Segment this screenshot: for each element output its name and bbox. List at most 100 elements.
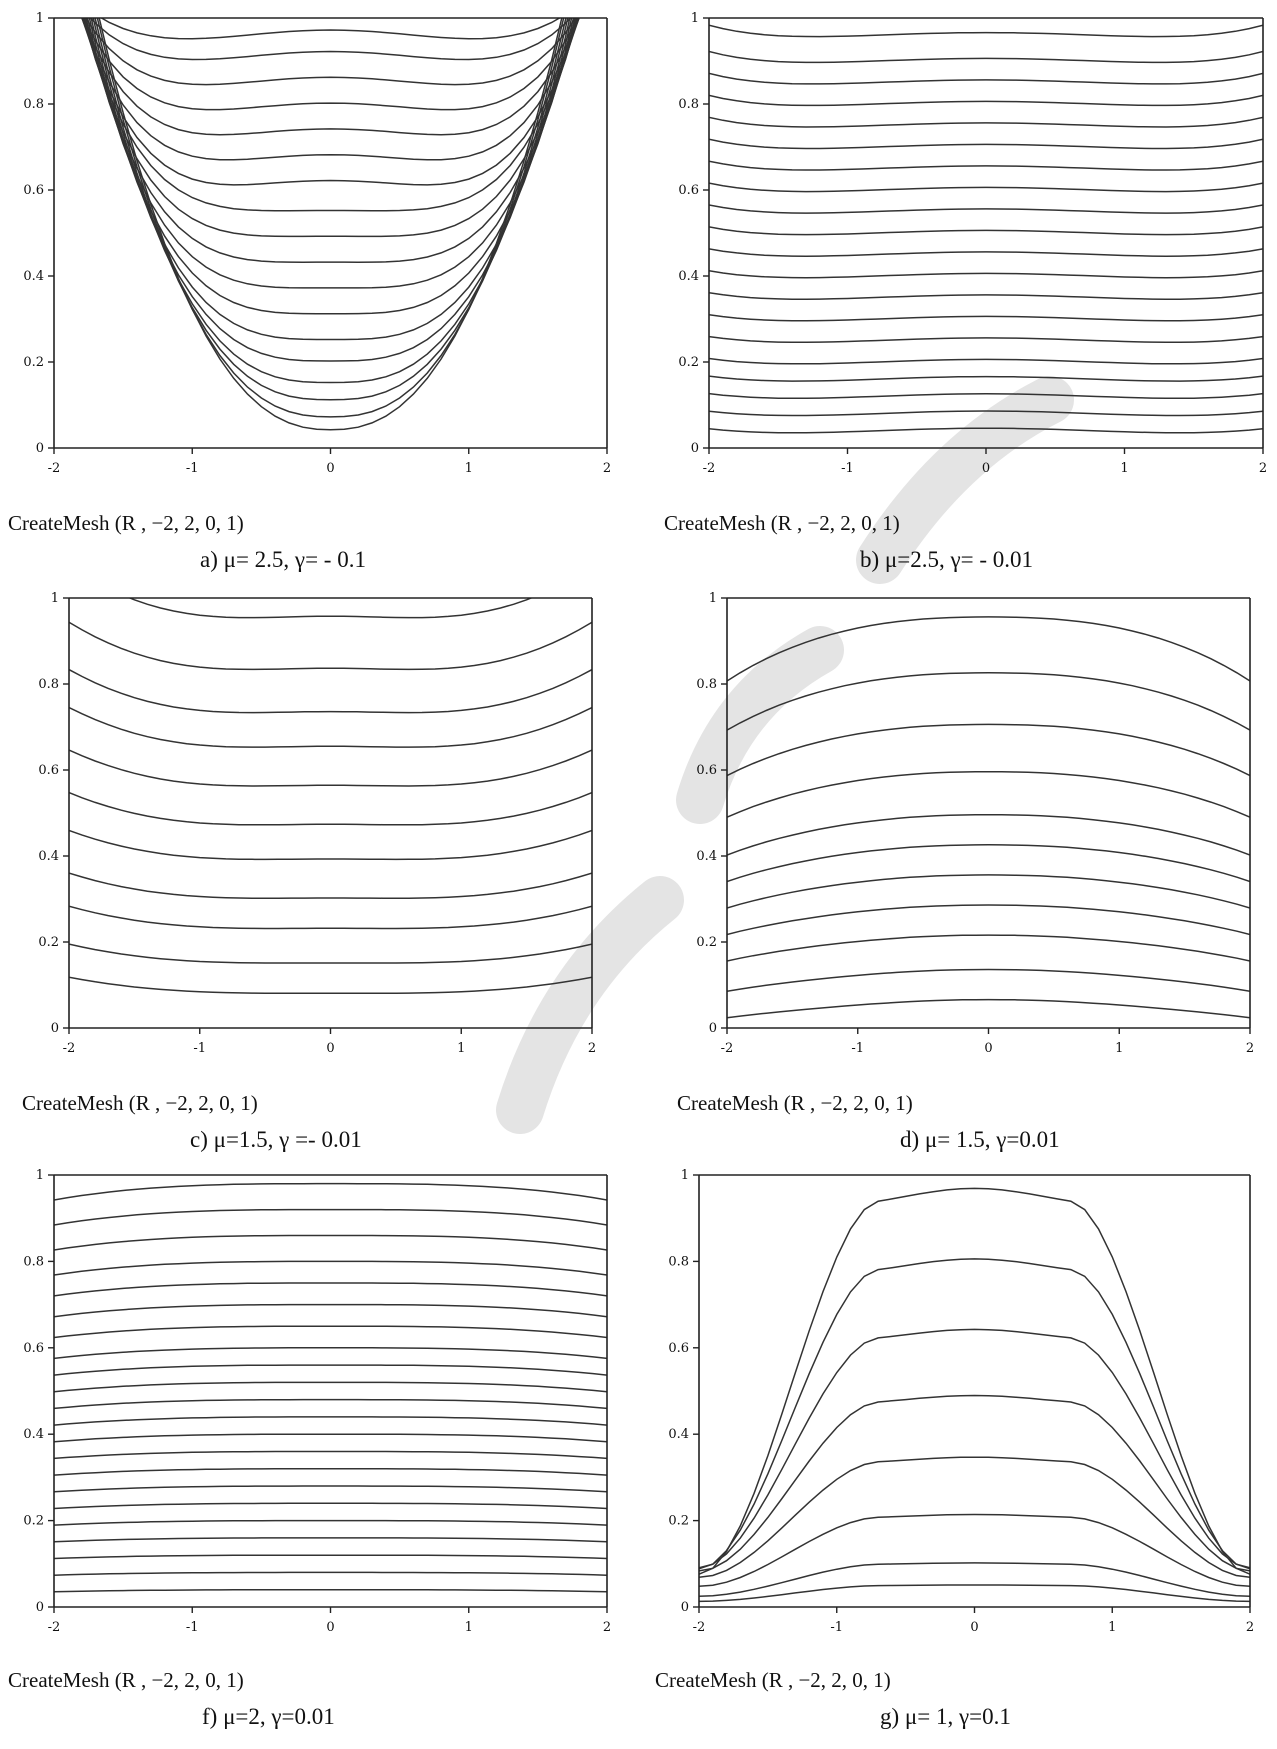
y-tick-label: 0.6	[678, 183, 699, 198]
y-tick-label: 0.4	[678, 269, 699, 284]
contour-line-3	[699, 1513, 1250, 1588]
contour-line-7	[727, 813, 1250, 856]
contour-line-17	[89, 18, 572, 61]
contour-line-8	[54, 1468, 607, 1476]
mesh-label: CreateMesh (R , −2, 2, 0, 1)	[677, 1091, 913, 1115]
y-tick-label: 0.4	[668, 1427, 689, 1442]
x-tick-label: -1	[186, 461, 199, 476]
contour-lines	[727, 616, 1250, 1019]
contour-line-10	[69, 621, 592, 671]
contour-line-18	[54, 1282, 607, 1297]
y-tick-label: 0.8	[38, 677, 59, 692]
y-tick-label: 1	[681, 1168, 689, 1183]
contour-line-21	[54, 1208, 607, 1226]
x-tick-label: -2	[693, 1620, 706, 1635]
x-tick-label: 0	[326, 1620, 334, 1635]
contour-line-9	[727, 723, 1250, 777]
contour-line-17	[709, 94, 1263, 107]
contour-line-6	[727, 844, 1250, 883]
contour-line-4	[92, 18, 569, 384]
panel-b: 0 0.2 0.4 0.6 0.8 1 -2 -1 0 1 2 CreateMesh (R , −2,…	[664, 11, 1267, 572]
y-tick-label: 0	[709, 1021, 717, 1036]
x-tick-label: -1	[841, 461, 854, 476]
contour-lines	[81, 18, 580, 431]
y-tick-label: 1	[691, 11, 699, 26]
contour-lines	[54, 1182, 607, 1593]
contour-line-22	[54, 1182, 607, 1201]
contour-line-8	[69, 706, 592, 748]
panel-grid: 0 0.2 0.4 0.6 0.8 1 -2 -1 0 1 2 CreateMesh (R , −2,…	[8, 11, 1267, 1729]
contour-line-5	[54, 1519, 607, 1526]
contour-line-1	[699, 1584, 1250, 1603]
y-tick-label: 0.6	[38, 763, 59, 778]
contour-line-4	[709, 375, 1263, 382]
x-tick-label: 2	[603, 1620, 611, 1635]
panel-caption: f) μ=2, γ=0.01	[202, 1704, 335, 1729]
x-tick-label: 0	[984, 1041, 992, 1056]
contour-line-20	[54, 1234, 607, 1251]
contour-line-3	[54, 1554, 607, 1560]
contour-line-10	[82, 18, 579, 238]
x-tick-label: 0	[326, 1041, 334, 1056]
contour-line-13	[81, 18, 580, 161]
contour-line-2	[727, 968, 1250, 992]
mesh-label: CreateMesh (R , −2, 2, 0, 1)	[8, 1668, 244, 1692]
contour-line-18	[100, 18, 561, 40]
contour-line-9	[69, 668, 592, 714]
y-tick-label: 0.4	[696, 849, 717, 864]
contour-line-7	[699, 1258, 1250, 1570]
contour-line-12	[54, 1398, 607, 1410]
panel-caption: c) μ=1.5, γ =- 0.01	[190, 1127, 362, 1152]
contour-line-5	[727, 874, 1250, 909]
contour-line-1	[54, 1588, 607, 1593]
panel-caption: b) μ=2.5, γ= - 0.01	[860, 547, 1033, 572]
contour-line-11	[709, 226, 1263, 236]
contour-line-13	[54, 1381, 607, 1393]
y-tick-label: 1	[51, 591, 59, 606]
y-tick-label: 0.6	[668, 1341, 689, 1356]
contour-line-2	[699, 1562, 1250, 1597]
y-tick-label: 0	[681, 1600, 689, 1615]
y-tick-label: 0.4	[23, 1427, 44, 1442]
mesh-label: CreateMesh (R , −2, 2, 0, 1)	[8, 511, 244, 535]
contour-line-11	[727, 616, 1250, 682]
x-tick-label: -2	[721, 1041, 734, 1056]
contour-line-7	[69, 749, 592, 787]
y-tick-label: 0.6	[23, 1341, 44, 1356]
contour-line-15	[82, 18, 579, 111]
y-tick-label: 0	[691, 441, 699, 456]
contour-line-12	[709, 204, 1263, 214]
contour-line-9	[709, 270, 1263, 279]
y-tick-label: 0.2	[668, 1514, 689, 1529]
y-tick-label: 0.8	[678, 97, 699, 112]
panel-a: 0 0.2 0.4 0.6 0.8 1 -2 -1 0 1 2 CreateMesh (R , −2,…	[8, 11, 611, 572]
contour-line-15	[54, 1347, 607, 1360]
x-tick-label: 0	[982, 461, 990, 476]
contour-line-3	[709, 392, 1263, 400]
contour-line-7	[54, 1485, 607, 1493]
contour-line-8	[727, 770, 1250, 818]
contour-line-19	[54, 1260, 607, 1276]
contour-line-7	[709, 313, 1263, 322]
contour-line-18	[709, 72, 1263, 85]
panel-caption: d) μ= 1.5, γ=0.01	[900, 1127, 1060, 1152]
contour-line-5	[699, 1394, 1250, 1572]
y-tick-label: 0	[36, 441, 44, 456]
contour-line-19	[709, 50, 1263, 64]
y-tick-label: 0.4	[23, 269, 44, 284]
contour-line-5	[709, 357, 1263, 365]
contour-line-8	[699, 1187, 1250, 1575]
y-tick-label: 0.6	[23, 183, 44, 198]
contour-line-3	[727, 934, 1250, 962]
x-tick-label: 2	[1246, 1041, 1254, 1056]
contour-line-14	[54, 1364, 607, 1376]
contour-line-8	[85, 18, 576, 289]
mesh-label: CreateMesh (R , −2, 2, 0, 1)	[664, 511, 900, 535]
x-tick-label: -2	[63, 1041, 76, 1056]
contour-line-6	[54, 1502, 607, 1510]
x-tick-label: 1	[1108, 1620, 1116, 1635]
contour-line-15	[709, 138, 1263, 150]
x-tick-label: -2	[48, 461, 61, 476]
contour-line-14	[81, 18, 580, 136]
